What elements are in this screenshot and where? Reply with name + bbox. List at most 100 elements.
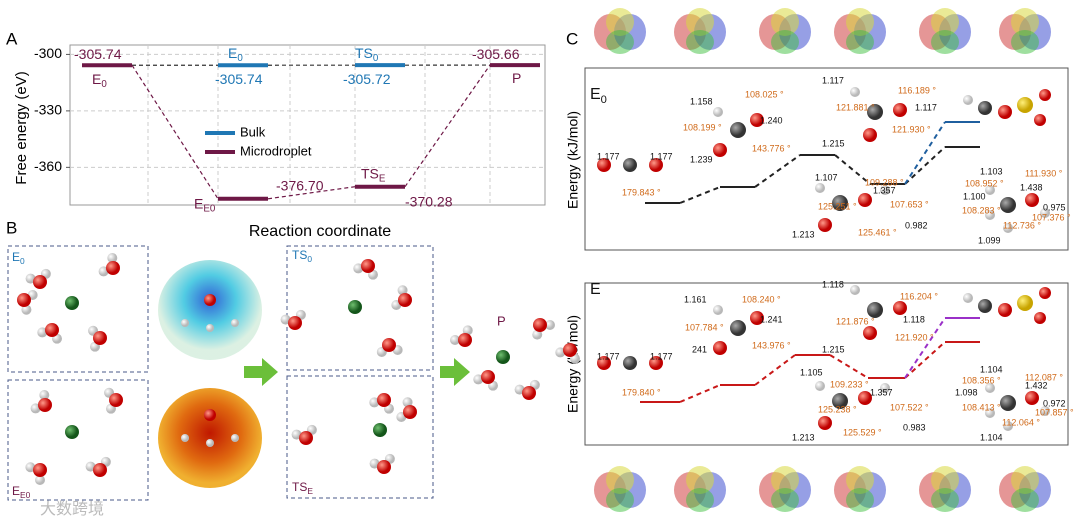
carbon bbox=[1000, 395, 1016, 411]
box-label: E bbox=[12, 250, 20, 264]
geometry-label: 109.233 ° bbox=[830, 379, 869, 389]
chlorine bbox=[65, 296, 79, 310]
energy-levels bbox=[640, 121, 980, 403]
arrow bbox=[440, 358, 470, 386]
box-label: TS bbox=[292, 480, 307, 494]
carbon bbox=[1000, 197, 1016, 213]
box-frames bbox=[7, 245, 434, 501]
oxygen bbox=[38, 398, 52, 412]
geometry-label: 107.653 ° bbox=[890, 199, 929, 209]
panel-a: A Free energy (eV) bbox=[6, 29, 546, 206]
oxygen bbox=[93, 463, 107, 477]
geometry-label: 0.975 bbox=[1043, 202, 1066, 212]
geometry-label: 121.876 ° bbox=[836, 316, 875, 326]
panel-title: Reaction coordinate bbox=[249, 223, 391, 240]
value-label: -305.72 bbox=[343, 71, 391, 87]
geometry-label: 1.177 bbox=[650, 351, 673, 361]
plot-frame bbox=[69, 44, 546, 206]
carbon bbox=[832, 195, 848, 211]
y-tick-label: -330 bbox=[34, 102, 62, 118]
oxygen bbox=[750, 311, 764, 325]
oxygen bbox=[93, 331, 107, 345]
geometry-label: 108.952 ° bbox=[965, 178, 1004, 188]
chlorine bbox=[496, 350, 510, 364]
orbital-lobe bbox=[771, 30, 799, 54]
panel-label: C bbox=[566, 29, 578, 48]
geometry-label: 108.413 ° bbox=[962, 402, 1001, 412]
level-name: E bbox=[228, 45, 237, 61]
orbital-lobe bbox=[1011, 30, 1039, 54]
geometry-label: 1.099 bbox=[978, 235, 1001, 245]
level-name: TS bbox=[361, 165, 379, 181]
esp-surface bbox=[158, 260, 262, 360]
level-name: E bbox=[194, 195, 203, 211]
hydrogen bbox=[985, 383, 995, 393]
level-name-subscript: 0 bbox=[237, 53, 243, 64]
orbital-lobe bbox=[846, 30, 874, 54]
orbital-lobe bbox=[846, 466, 874, 494]
level-name: E bbox=[92, 71, 101, 87]
oxygen bbox=[998, 105, 1012, 119]
oxygen bbox=[533, 318, 547, 332]
oxygen bbox=[109, 393, 123, 407]
geometry-label: 1.105 bbox=[800, 367, 823, 377]
geometry-label: 125.238 ° bbox=[818, 404, 857, 414]
orbital-lobe bbox=[931, 466, 959, 494]
hydrogen bbox=[206, 439, 214, 447]
hydrogen bbox=[107, 253, 118, 264]
oxygen bbox=[893, 103, 907, 117]
level-name: TS bbox=[355, 45, 373, 61]
geometry-label: 111.930 ° bbox=[1025, 168, 1063, 178]
geometry-label: 107.522 ° bbox=[890, 402, 929, 412]
y-axis-label: Free energy (eV) bbox=[13, 71, 30, 184]
geometry-label: 1.161 bbox=[684, 294, 707, 304]
hydrogen bbox=[532, 329, 543, 340]
y-axis-label: Energy (kJ/mol) bbox=[565, 111, 581, 209]
hydrogen bbox=[880, 185, 890, 195]
geometry-label: 109.288 ° bbox=[865, 177, 904, 187]
oxygen bbox=[1034, 114, 1046, 126]
oxygen bbox=[858, 193, 872, 207]
chlorine bbox=[65, 425, 79, 439]
orbital-lobe bbox=[931, 30, 959, 54]
geometry-label: 1.177 bbox=[597, 351, 620, 361]
geometry-label: 1.239 bbox=[690, 154, 713, 164]
oxygen bbox=[398, 293, 412, 307]
hydrogen bbox=[985, 185, 995, 195]
geometry-label: 241 bbox=[692, 344, 707, 354]
orbital-lobe bbox=[931, 488, 959, 512]
orbital-lobe bbox=[686, 8, 714, 36]
orbital-lobe bbox=[771, 466, 799, 494]
oxygen bbox=[288, 316, 302, 330]
esp-surface bbox=[158, 388, 262, 488]
box-label-subscript: E0 bbox=[20, 490, 31, 500]
geometry-label: 143.976 ° bbox=[752, 340, 791, 350]
geometry-label: 1.215 bbox=[822, 344, 845, 354]
hydrogen bbox=[963, 95, 973, 105]
orbital-lobe bbox=[846, 488, 874, 512]
geometry-label: 179.840 ° bbox=[622, 387, 661, 397]
hydrogen bbox=[1003, 223, 1013, 233]
oxygen bbox=[649, 356, 663, 370]
geometry-label: 108.025 ° bbox=[745, 89, 784, 99]
geometry-label: 125.529 ° bbox=[843, 427, 882, 437]
geometry-label: 107.857 ° bbox=[1035, 407, 1074, 417]
connector bbox=[404, 64, 491, 188]
level-name-subscript: 0 bbox=[101, 79, 107, 90]
geometry-label: 1.104 bbox=[980, 364, 1003, 374]
geometry-label: 121.920 ° bbox=[895, 332, 934, 342]
carbon bbox=[978, 299, 992, 313]
oxygen bbox=[858, 391, 872, 405]
orbital-lobe bbox=[771, 8, 799, 36]
hydrogen bbox=[397, 285, 408, 296]
y-tick-label: -360 bbox=[34, 158, 62, 174]
geometry-label: 121.930 ° bbox=[892, 124, 931, 134]
box-label: TS bbox=[292, 248, 307, 262]
oxygen bbox=[382, 338, 396, 352]
hydrogen bbox=[25, 462, 36, 473]
hydrogen bbox=[985, 408, 995, 418]
geometry-label: 1.215 bbox=[822, 138, 845, 148]
plot-title-subscript: 0 bbox=[601, 94, 607, 106]
hydrogen bbox=[1003, 421, 1013, 431]
geometry-label: 1.177 bbox=[650, 151, 673, 161]
